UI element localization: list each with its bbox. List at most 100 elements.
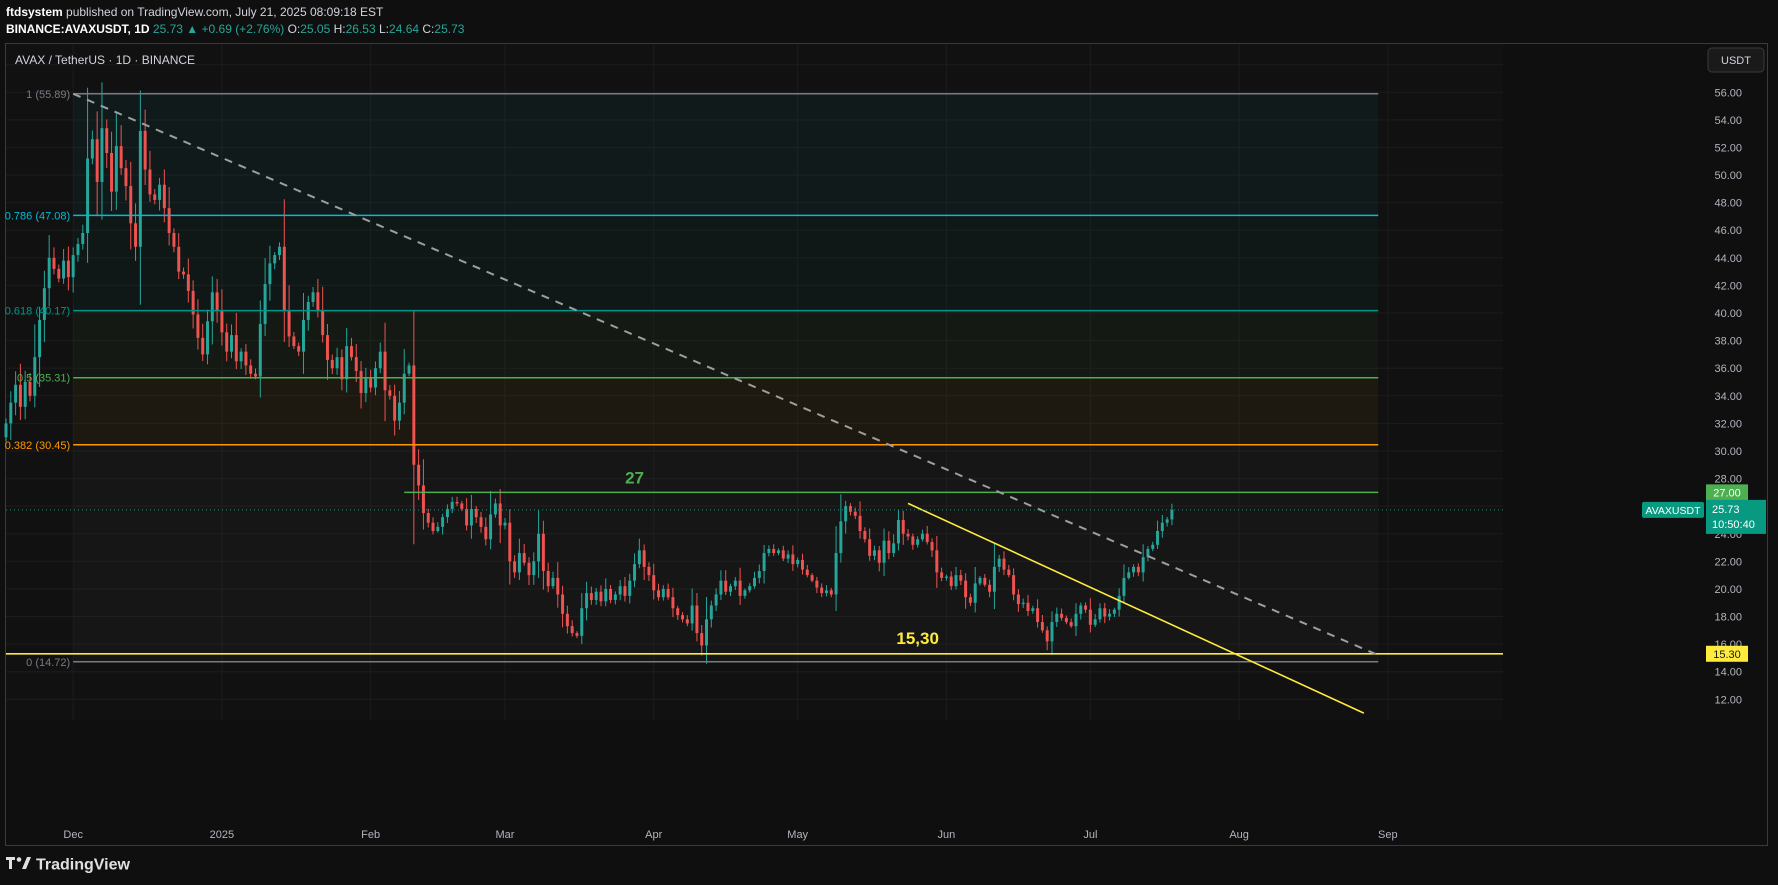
- candle: [1069, 618, 1073, 628]
- candle: [872, 545, 876, 561]
- candle: [1050, 611, 1054, 655]
- symbol-tag-text: AVAXUSDT: [1645, 505, 1701, 517]
- currency-button[interactable]: USDT: [1707, 47, 1765, 73]
- candle-body: [450, 502, 454, 509]
- y-tick-label: 20.00: [1714, 584, 1742, 596]
- candle-body: [628, 580, 632, 596]
- candle-body: [114, 146, 118, 192]
- candle: [992, 543, 996, 610]
- candle-body: [1146, 548, 1150, 558]
- candle-body: [378, 351, 382, 369]
- candle-body: [709, 605, 713, 620]
- candle-body: [517, 553, 521, 573]
- candle-body: [944, 576, 948, 578]
- candle-body: [493, 503, 497, 515]
- candle-body: [565, 613, 569, 627]
- y-tick-label: 18.00: [1714, 612, 1742, 624]
- candle: [52, 247, 56, 275]
- candle: [186, 258, 190, 303]
- countdown-timer: 10:50:40: [1712, 519, 1755, 531]
- candle: [335, 347, 339, 375]
- candle: [604, 578, 608, 607]
- candle-body: [561, 594, 565, 614]
- candle-body: [349, 346, 353, 358]
- candle-body: [1127, 572, 1131, 578]
- candle-body: [292, 336, 296, 347]
- candle-body: [1002, 558, 1006, 570]
- y-tick-label: 40.00: [1714, 308, 1742, 320]
- candle: [249, 359, 253, 379]
- candle: [1055, 607, 1059, 628]
- candle-body: [930, 542, 934, 551]
- candle: [546, 562, 550, 593]
- candle: [959, 569, 963, 586]
- candle-body: [1112, 609, 1116, 614]
- candle-body: [1136, 566, 1140, 573]
- candle: [369, 369, 373, 393]
- symbol-line: BINANCE:AVAXUSDT, 1D: [6, 22, 150, 36]
- candle-body: [52, 257, 56, 269]
- open-label: O:: [287, 22, 301, 36]
- publisher-line: ftdsystem published on TradingView.com, …: [6, 5, 383, 19]
- candle-body: [522, 553, 526, 563]
- candle-body: [206, 321, 210, 355]
- annotation-15-30: 15,30: [896, 629, 939, 648]
- price-tag-15-30: 15.30: [1706, 645, 1748, 662]
- candle-body: [781, 550, 785, 559]
- price-tag-27-bg: [1706, 484, 1748, 501]
- candle: [916, 536, 920, 548]
- candle: [829, 587, 833, 598]
- candle: [657, 583, 661, 601]
- candle: [695, 593, 699, 642]
- candle: [1021, 598, 1025, 608]
- candle-body: [733, 580, 737, 587]
- candle-body: [892, 543, 896, 554]
- candle-body: [580, 608, 584, 636]
- candle: [177, 233, 181, 280]
- candle: [613, 591, 617, 605]
- price-axis-bg: [1503, 44, 1767, 720]
- candle: [743, 588, 747, 599]
- candle: [268, 245, 272, 301]
- candle-body: [282, 246, 286, 311]
- candle: [940, 567, 944, 582]
- candle-body: [383, 351, 387, 391]
- candle-body: [4, 423, 8, 438]
- change-text: ▲ +0.69 (+2.76%): [186, 22, 285, 36]
- candle-body: [863, 530, 867, 540]
- candle: [777, 548, 780, 556]
- candle-body: [263, 284, 267, 325]
- candle-body: [421, 485, 425, 514]
- fib-band: [73, 377, 1379, 445]
- candle-body: [316, 292, 320, 311]
- candle-body: [258, 324, 262, 377]
- candle-body: [973, 583, 977, 603]
- y-tick-label: 28.00: [1714, 474, 1742, 486]
- candle: [1136, 563, 1140, 577]
- candle: [700, 625, 704, 656]
- candle: [134, 203, 138, 261]
- symbol-tag-bg: [1642, 501, 1704, 518]
- y-tick-label: 56.00: [1714, 87, 1742, 99]
- candle-body: [1141, 557, 1145, 573]
- candle-body: [9, 402, 13, 424]
- candle: [570, 620, 574, 637]
- x-tick-label: Jul: [1083, 829, 1097, 841]
- candle-body: [455, 502, 459, 504]
- candle: [311, 287, 315, 307]
- candle: [1122, 564, 1126, 604]
- footer-brand: TradingView: [6, 856, 130, 875]
- candle-body: [637, 550, 641, 565]
- candle-body: [705, 619, 709, 646]
- candle: [1165, 516, 1169, 527]
- candle: [402, 349, 406, 415]
- candle-body: [1060, 613, 1064, 618]
- price-chart[interactable]: 1 (55.89) 0.786 (47.08) 0.618 (40.17) 0.5 (…: [0, 0, 1778, 856]
- candle: [508, 509, 512, 585]
- candle-body: [239, 351, 243, 362]
- candle-body: [599, 591, 603, 602]
- publisher-name[interactable]: ftdsystem: [6, 5, 63, 19]
- candle: [599, 585, 603, 607]
- candle-body: [230, 335, 233, 352]
- y-tick-label: 44.00: [1714, 253, 1742, 265]
